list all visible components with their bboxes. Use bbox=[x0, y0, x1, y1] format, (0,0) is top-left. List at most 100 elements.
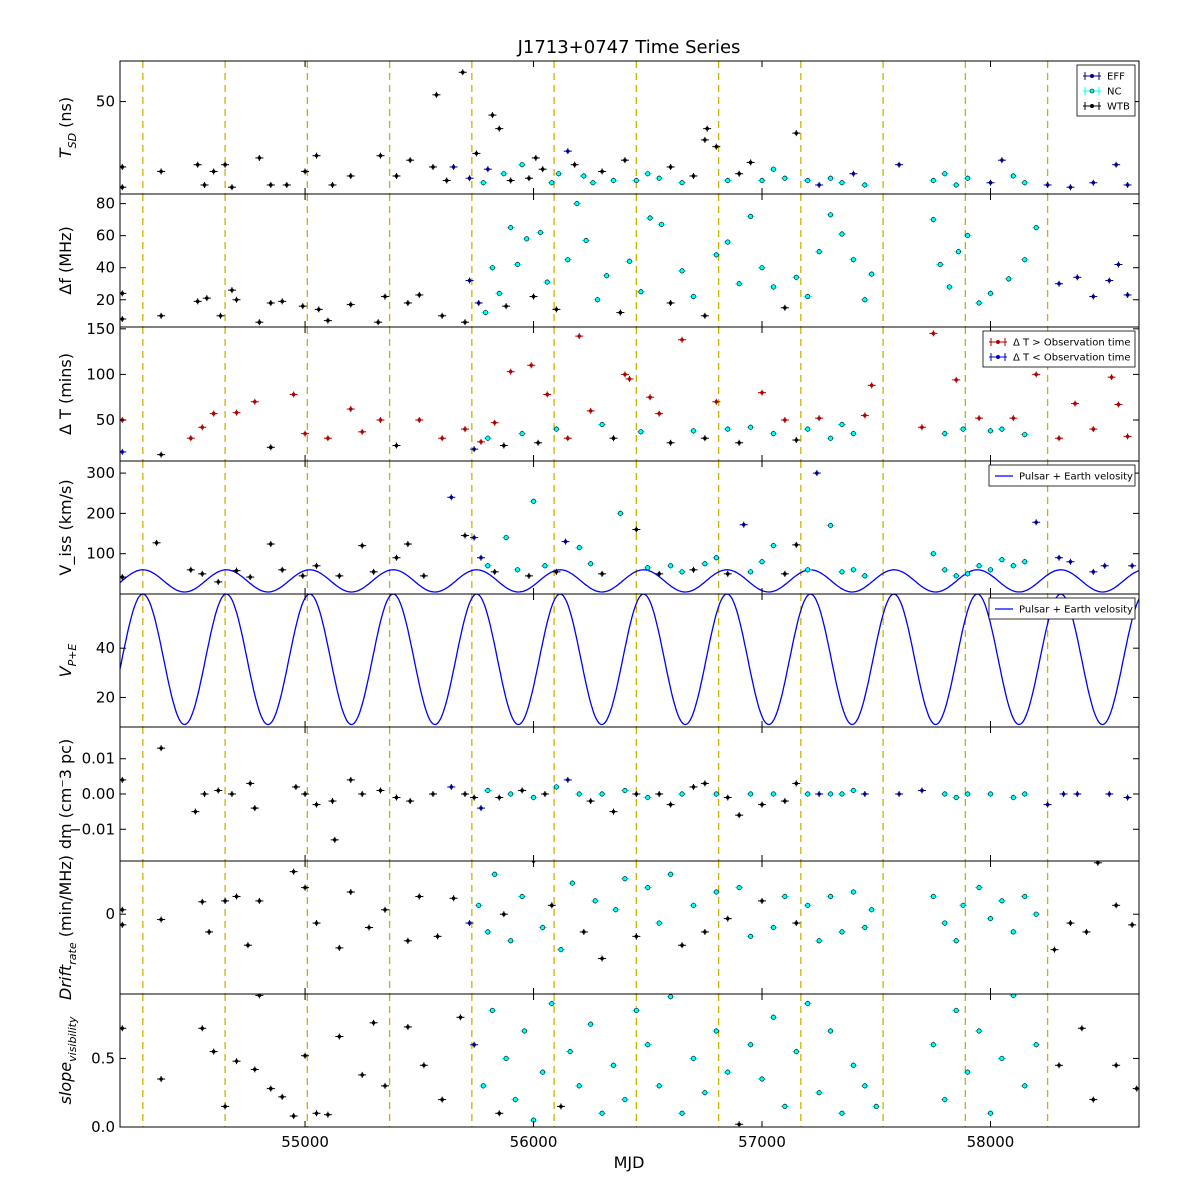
data-point bbox=[952, 572, 961, 579]
y-axis-label-sub: rate bbox=[66, 942, 79, 965]
data-point bbox=[940, 430, 949, 437]
data-point bbox=[470, 446, 479, 453]
data-point bbox=[495, 290, 504, 297]
data-point bbox=[1055, 435, 1064, 442]
data-point bbox=[860, 1082, 869, 1089]
data-point bbox=[227, 791, 236, 797]
data-point bbox=[689, 902, 698, 909]
data-point bbox=[586, 1021, 595, 1028]
data-point bbox=[735, 1121, 744, 1127]
data-point bbox=[940, 791, 949, 797]
panel-frame bbox=[119, 460, 1140, 595]
data-point bbox=[689, 427, 698, 434]
data-point bbox=[849, 430, 858, 437]
data-point bbox=[952, 1007, 961, 1014]
data-point bbox=[152, 539, 161, 546]
data-point bbox=[655, 920, 664, 927]
data-point bbox=[495, 125, 504, 132]
data-point bbox=[872, 1103, 881, 1110]
data-point bbox=[712, 791, 721, 797]
y-tick-label: 100 bbox=[86, 545, 115, 563]
data-point bbox=[1009, 415, 1018, 422]
legend-label: NC bbox=[1107, 87, 1121, 98]
data-point bbox=[120, 315, 127, 322]
y-tick-label: 50 bbox=[96, 93, 115, 111]
data-point bbox=[952, 794, 961, 801]
legend-item: EFF bbox=[1083, 72, 1125, 83]
data-point bbox=[792, 437, 801, 444]
legend-label: EFF bbox=[1107, 72, 1125, 83]
y-tick-label: 300 bbox=[86, 464, 115, 482]
data-point bbox=[193, 298, 202, 305]
data-point bbox=[735, 812, 744, 819]
data-point bbox=[198, 424, 207, 431]
data-point bbox=[221, 161, 230, 168]
data-point bbox=[232, 893, 241, 900]
data-point bbox=[157, 916, 166, 923]
data-point bbox=[678, 336, 687, 343]
velocity-curve bbox=[120, 569, 1139, 593]
data-point bbox=[929, 177, 938, 184]
data-point bbox=[246, 780, 255, 787]
data-point bbox=[209, 168, 218, 175]
data-point bbox=[552, 426, 561, 433]
data-point bbox=[975, 299, 984, 306]
data-point bbox=[483, 562, 492, 569]
data-point bbox=[120, 184, 127, 191]
data-point bbox=[1043, 181, 1052, 188]
data-point bbox=[506, 177, 515, 184]
data-point bbox=[499, 442, 508, 449]
data-point bbox=[826, 1028, 835, 1035]
data-point bbox=[460, 791, 469, 797]
data-point bbox=[403, 937, 412, 944]
data-point bbox=[632, 791, 641, 797]
data-point bbox=[547, 179, 556, 186]
data-point bbox=[689, 1055, 698, 1062]
data-point bbox=[837, 791, 846, 797]
data-point bbox=[157, 168, 166, 175]
data-point bbox=[346, 889, 355, 896]
data-point bbox=[513, 566, 522, 573]
data-point bbox=[735, 439, 744, 446]
data-point bbox=[120, 290, 127, 297]
data-point bbox=[433, 933, 442, 940]
legend-item: Pulsar + Earth velosity bbox=[995, 472, 1133, 483]
legend-item: WTB bbox=[1083, 102, 1130, 113]
data-point bbox=[703, 125, 712, 132]
data-point bbox=[837, 568, 846, 575]
data-point bbox=[540, 791, 549, 797]
data-point bbox=[700, 136, 709, 143]
legend-label: Pulsar + Earth velosity bbox=[1019, 605, 1133, 616]
data-point bbox=[518, 787, 527, 794]
data-point bbox=[940, 1096, 949, 1103]
data-point bbox=[678, 267, 687, 274]
data-point bbox=[552, 306, 561, 313]
data-point bbox=[1089, 568, 1098, 575]
data-point bbox=[917, 787, 926, 794]
data-point bbox=[289, 868, 298, 875]
data-point bbox=[202, 295, 211, 302]
data-point bbox=[191, 808, 200, 815]
data-point bbox=[1032, 371, 1041, 378]
data-point bbox=[593, 296, 602, 303]
data-point bbox=[803, 902, 812, 909]
panel-viss: 100 200 300 V_iss (km/s) Pulsar + Earth velo… bbox=[56, 460, 1140, 595]
y-tick-label: 80 bbox=[96, 195, 115, 213]
data-point bbox=[488, 112, 497, 119]
data-point bbox=[534, 439, 543, 446]
panel-frame bbox=[119, 993, 1140, 1128]
data-point bbox=[518, 430, 527, 437]
data-point bbox=[598, 955, 607, 962]
data-point bbox=[266, 541, 275, 548]
x-tick-label: 58000 bbox=[967, 1133, 1015, 1151]
data-point bbox=[769, 1014, 778, 1021]
data-point bbox=[1123, 433, 1132, 440]
y-axis-label-unit: (min/MHz) bbox=[56, 855, 75, 942]
data-point bbox=[488, 264, 497, 271]
data-point bbox=[837, 231, 846, 238]
data-point bbox=[792, 1048, 801, 1055]
data-point bbox=[330, 836, 339, 843]
data-point bbox=[826, 435, 835, 442]
data-point bbox=[522, 235, 531, 242]
data-point bbox=[712, 251, 721, 258]
